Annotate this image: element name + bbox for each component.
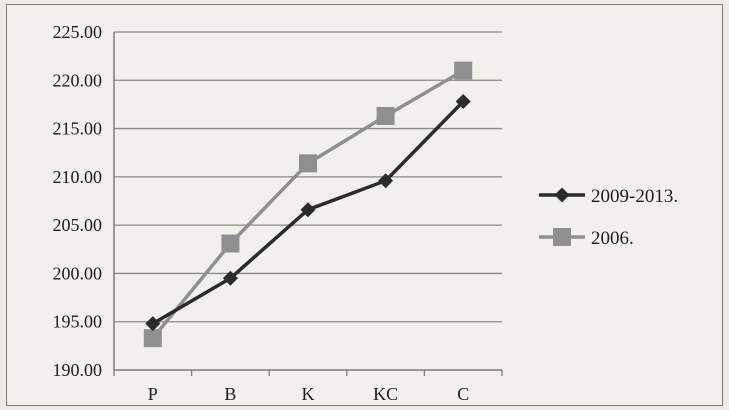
data-point — [378, 173, 394, 189]
data-point — [454, 61, 473, 80]
x-tick-label: P — [148, 384, 158, 404]
gridlines — [114, 31, 502, 323]
data-point — [145, 316, 161, 332]
legend-marker — [553, 228, 571, 246]
legend-item: 2009-2013. — [539, 186, 678, 207]
x-tick-label: K — [302, 384, 315, 404]
data-point — [376, 107, 395, 126]
chart-frame: 190.00 195.00 200.00 205.00 210.00 215.00 220.… — [6, 4, 723, 406]
data-point — [300, 202, 316, 218]
data-point — [455, 94, 471, 110]
legend-item: 2006. — [539, 228, 634, 249]
data-point — [143, 329, 162, 348]
data-point — [222, 270, 238, 286]
legend-marker — [554, 187, 570, 203]
y-tick-label: 195.00 — [53, 312, 103, 332]
series-1 — [143, 61, 473, 348]
y-tick-label: 190.00 — [53, 360, 103, 380]
legend-label: 2009-2013. — [591, 186, 678, 207]
data-point — [299, 154, 317, 173]
x-tick-label: B — [224, 384, 236, 404]
y-tick-label: 220.00 — [53, 70, 103, 90]
y-tick-label: 225.00 — [53, 22, 103, 42]
x-tick-labels: P B K KC C — [148, 384, 469, 404]
series-0 — [145, 94, 471, 332]
series-lines — [143, 61, 473, 348]
y-tick-label: 200.00 — [53, 263, 103, 283]
y-tick-label: 205.00 — [53, 215, 103, 235]
x-tick-label: KC — [373, 384, 398, 404]
legend-label: 2006. — [591, 228, 634, 249]
x-tick-label: C — [457, 384, 469, 404]
y-tick-label: 210.00 — [53, 167, 103, 187]
legend: 2009-2013. 2006. — [539, 186, 678, 249]
y-tick-label: 215.00 — [53, 119, 103, 139]
data-point — [221, 234, 240, 253]
line-chart: 190.00 195.00 200.00 205.00 210.00 215.00 220.… — [53, 22, 679, 404]
y-tick-labels: 190.00 195.00 200.00 205.00 210.00 215.00 220.… — [53, 22, 103, 380]
axes — [113, 32, 503, 376]
